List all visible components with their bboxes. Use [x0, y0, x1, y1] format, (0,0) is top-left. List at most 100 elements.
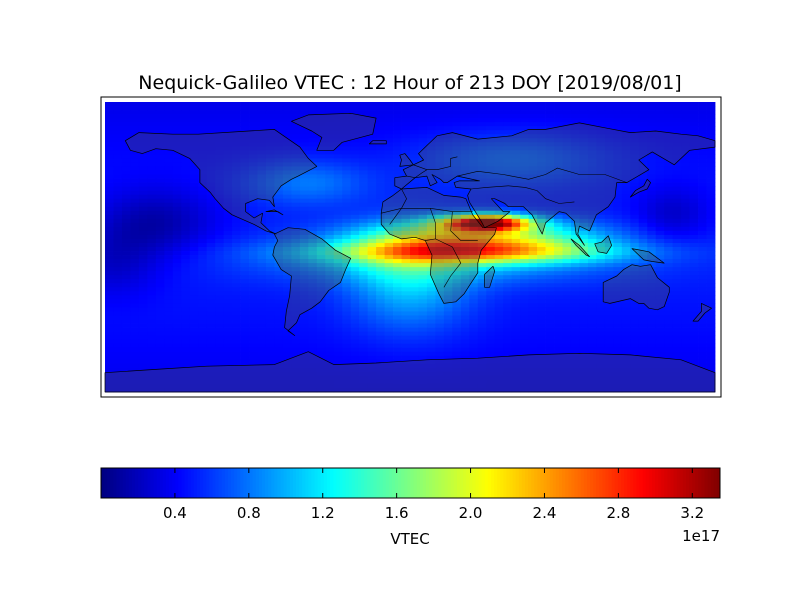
heatmap-cell	[147, 271, 157, 276]
heatmap-cell	[189, 166, 199, 171]
heatmap-cell	[257, 335, 267, 341]
heatmap-cell	[274, 371, 284, 377]
heatmap-cell	[587, 279, 597, 284]
heatmap-cell	[393, 126, 402, 131]
heatmap-cell	[291, 190, 301, 196]
heatmap-cell	[410, 259, 419, 264]
heatmap-cell	[410, 114, 419, 119]
heatmap-cell	[443, 303, 453, 308]
heatmap-cell	[223, 259, 233, 264]
heatmap-cell	[554, 134, 563, 139]
heatmap-cell	[486, 134, 496, 139]
heatmap-cell	[342, 190, 352, 196]
heatmap-cell	[274, 218, 284, 224]
heatmap-cell	[249, 295, 258, 300]
heatmap-cell	[240, 146, 250, 151]
heatmap-cell	[469, 198, 479, 204]
heatmap-cell	[579, 327, 589, 332]
heatmap-cell	[435, 291, 445, 296]
heatmap-cell	[494, 174, 504, 179]
heatmap-cell	[664, 210, 674, 216]
heatmap-cell	[138, 238, 148, 244]
heatmap-cell	[223, 182, 233, 187]
heatmap-cell	[570, 166, 580, 171]
heatmap-cell	[664, 287, 674, 292]
heatmap-cell	[376, 130, 385, 135]
heatmap-cell	[121, 126, 131, 131]
heatmap-cell	[164, 279, 174, 284]
heatmap-cell	[198, 359, 208, 365]
heatmap-cell	[105, 238, 114, 244]
heatmap-cell	[443, 291, 453, 296]
heatmap-cell	[655, 291, 665, 296]
heatmap-cell	[579, 371, 589, 377]
heatmap-cell	[545, 178, 555, 183]
heatmap-cell	[426, 158, 436, 163]
heatmap-cell	[164, 114, 174, 119]
heatmap-cell	[164, 234, 174, 240]
heatmap-cell	[554, 158, 563, 163]
heatmap-cell	[520, 226, 530, 232]
heatmap-cell	[545, 371, 555, 377]
heatmap-cell	[689, 299, 699, 304]
heatmap-cell	[291, 210, 301, 216]
heatmap-cell	[435, 106, 445, 111]
heatmap-cell	[494, 303, 504, 308]
heatmap-cell	[621, 255, 631, 260]
heatmap-cell	[554, 242, 563, 248]
heatmap-cell	[511, 291, 521, 296]
heatmap-cell	[621, 110, 631, 115]
heatmap-cell	[274, 315, 284, 320]
heatmap-cell	[240, 178, 250, 183]
heatmap-cell	[613, 291, 623, 296]
heatmap-cell	[486, 130, 496, 135]
heatmap-cell	[452, 150, 462, 155]
heatmap-cell	[443, 339, 453, 345]
heatmap-cell	[342, 162, 352, 167]
heatmap-cell	[138, 138, 148, 143]
heatmap-cell	[265, 263, 275, 268]
heatmap-cell	[426, 230, 436, 236]
heatmap-cell	[664, 359, 674, 365]
heatmap-cell	[291, 339, 301, 345]
heatmap-cell	[130, 263, 140, 268]
heatmap-cell	[342, 291, 352, 296]
heatmap-cell	[672, 138, 682, 143]
heatmap-cell	[376, 122, 385, 127]
heatmap-cell	[494, 110, 504, 115]
heatmap-cell	[647, 190, 657, 196]
heatmap-cell	[223, 122, 233, 127]
heatmap-cell	[511, 130, 521, 135]
heatmap-cell	[537, 106, 546, 111]
heatmap-cell	[503, 174, 513, 179]
heatmap-cell	[469, 331, 479, 337]
heatmap-cell	[121, 182, 131, 187]
heatmap-cell	[367, 206, 377, 212]
heatmap-cell	[469, 271, 479, 276]
heatmap-cell	[333, 307, 343, 312]
heatmap-cell	[189, 106, 199, 111]
heatmap-cell	[698, 359, 707, 365]
heatmap-cell	[494, 367, 504, 373]
heatmap-cell	[249, 186, 258, 192]
heatmap-cell	[554, 186, 563, 192]
heatmap-cell	[689, 359, 699, 365]
heatmap-cell	[138, 311, 148, 316]
heatmap-cell	[613, 126, 623, 131]
heatmap-cell	[342, 166, 352, 171]
heatmap-cell	[621, 247, 631, 252]
heatmap-cell	[265, 106, 275, 111]
heatmap-cell	[359, 363, 369, 369]
heatmap-cell	[265, 275, 275, 280]
heatmap-cell	[494, 315, 504, 320]
heatmap-cell	[477, 210, 487, 216]
heatmap-cell	[638, 158, 648, 163]
heatmap-cell	[232, 371, 241, 377]
heatmap-cell	[638, 238, 648, 244]
heatmap-cell	[477, 198, 487, 204]
heatmap-cell	[198, 295, 208, 300]
heatmap-cell	[240, 311, 250, 316]
heatmap-cell	[647, 222, 657, 228]
heatmap-cell	[384, 214, 394, 220]
heatmap-cell	[435, 234, 445, 240]
